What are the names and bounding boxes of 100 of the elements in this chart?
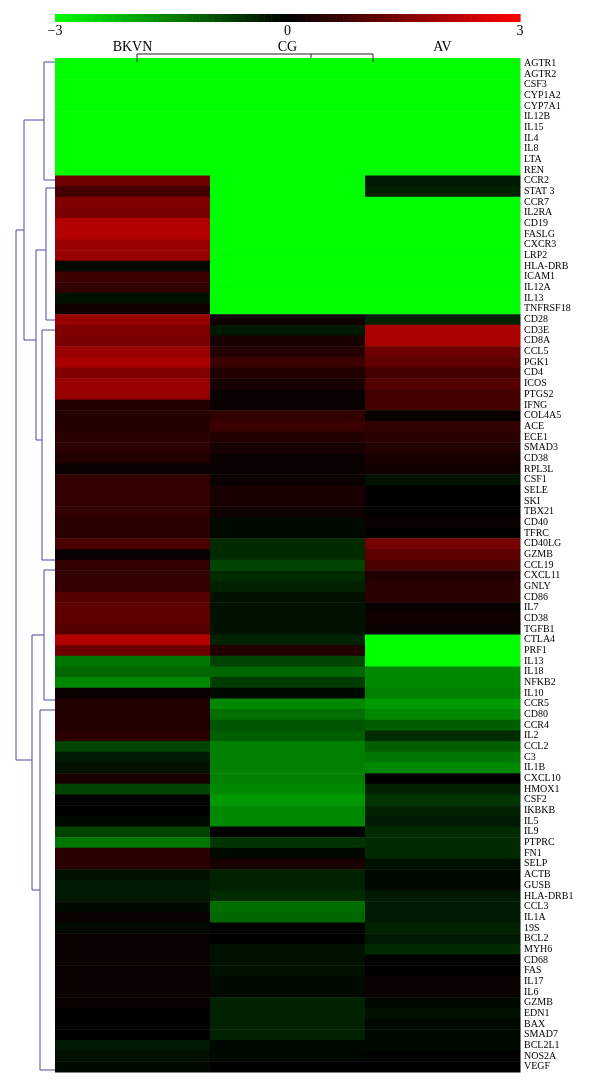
y-tick-label: CD86 <box>524 590 548 602</box>
y-tick-label: IL2 <box>524 729 539 741</box>
y-tick-label: TNFRSF18 <box>524 302 571 314</box>
color-bar-label: 0 <box>284 22 291 38</box>
y-tick-label: IL8 <box>524 142 539 154</box>
y-tick-label: FN1 <box>524 846 542 858</box>
y-tick-label: SMAD3 <box>524 441 558 453</box>
y-tick-label: LRP2 <box>524 249 548 261</box>
y-tick-label: CD28 <box>524 313 548 325</box>
y-tick-label: CYP1A2 <box>524 88 561 100</box>
y-tick-label: HLA-DRB1 <box>524 889 574 901</box>
y-tick-label: CCL3 <box>524 900 549 912</box>
y-tick-label: IL12B <box>524 110 551 122</box>
y-tick-label: IKBKB <box>524 804 556 816</box>
y-tick-label: NOS2A <box>524 1049 557 1061</box>
y-tick-label: CTLA4 <box>524 633 556 645</box>
y-tick-label: ACE <box>524 419 544 431</box>
y-tick-label: CD80 <box>524 708 548 720</box>
y-tick-label: GZMB <box>524 547 554 559</box>
y-tick-label: IL4 <box>524 131 539 143</box>
y-tick-label: CCR2 <box>524 174 550 186</box>
y-tick-label: IL9 <box>524 825 539 837</box>
y-tick-label: SKI <box>524 494 541 506</box>
y-tick-label: IL15 <box>524 121 544 132</box>
y-tick-label: IL10 <box>524 686 544 698</box>
y-tick-label: SELP <box>524 857 548 869</box>
y-tick-label: CD40 <box>524 515 548 527</box>
y-tick-label: AGTR2 <box>524 67 557 79</box>
y-tick-label: EDN1 <box>524 1006 550 1018</box>
y-tick-label: CD38 <box>524 611 548 623</box>
y-tick-label: SMAD7 <box>524 1028 558 1040</box>
y-tick-label: ICOS <box>524 377 547 389</box>
y-tick-label: PTPRC <box>524 836 555 848</box>
y-tick-label: IL1A <box>524 910 547 922</box>
y-tick-label: COL4A5 <box>524 409 562 421</box>
y-tick-label: TFRC <box>524 526 550 538</box>
y-tick-label: CD40LG <box>524 537 562 549</box>
y-tick-label: RPL3L <box>524 462 554 474</box>
y-tick-label: CXCL10 <box>524 772 561 784</box>
y-tick-label: HMOX1 <box>524 782 560 794</box>
y-tick-label: 19S <box>524 921 540 933</box>
y-tick-label: CSF2 <box>524 793 547 805</box>
y-tick-label: MYH6 <box>524 942 553 954</box>
y-tick-label: CSF1 <box>524 473 547 485</box>
y-tick-label: CD68 <box>524 953 548 965</box>
y-tick-label: BCL2 <box>524 932 549 944</box>
y-tick-label: IL2RA <box>524 206 554 218</box>
y-tick-label: CSF3 <box>524 78 547 90</box>
y-tick-label: CCR5 <box>524 697 550 709</box>
y-tick-label: FASLG <box>524 227 555 239</box>
y-tick-label: CXCR3 <box>524 238 557 250</box>
y-tick-label: BAX <box>524 1017 546 1029</box>
y-tick-label: GNLY <box>524 579 551 591</box>
color-bar-label: −3 <box>47 22 63 38</box>
y-tick-label: IL12A <box>524 281 552 293</box>
y-tick-label: HLA-DRB <box>524 259 569 271</box>
y-tick-label: ECE1 <box>524 430 548 442</box>
y-tick-label: FAS <box>524 964 542 976</box>
y-tick-label: NFKB2 <box>524 676 556 688</box>
y-tick-label: STAT 3 <box>524 185 555 197</box>
x-tick-label: AV <box>433 39 452 55</box>
y-tick-label: CCL5 <box>524 345 549 357</box>
y-tick-label: CD38 <box>524 451 548 463</box>
y-tick-label: IL13 <box>524 291 544 303</box>
y-tick-label: IL7 <box>524 601 539 613</box>
y-tick-label: PTGS2 <box>524 387 554 399</box>
y-tick-label: GUSB <box>524 878 551 890</box>
y-tick-label: CD4 <box>524 366 543 378</box>
y-tick-label: TGFB1 <box>524 622 555 634</box>
y-tick-label: LTA <box>524 153 543 165</box>
y-tick-label: CXCL11 <box>524 569 561 581</box>
y-tick-label: TBX21 <box>524 505 554 517</box>
y-tick-label: IL17 <box>524 974 544 986</box>
y-tick-label: CD8A <box>524 334 551 346</box>
y-tick-label: IL1B <box>524 761 546 773</box>
y-tick-label: CD19 <box>524 217 548 229</box>
y-tick-label: SELE <box>524 483 548 495</box>
y-tick-label: PRF1 <box>524 644 547 656</box>
y-tick-label: IFNG <box>524 398 548 410</box>
y-tick-label: REN <box>524 163 544 175</box>
y-tick-label: CCR4 <box>524 718 550 730</box>
y-tick-label: IL5 <box>524 814 539 826</box>
y-tick-label: IL6 <box>524 985 539 997</box>
y-tick-label: PGK1 <box>524 355 550 367</box>
color-bar-label: 3 <box>516 22 524 38</box>
x-tick-label: CG <box>277 39 298 55</box>
y-tick-label: CCR7 <box>524 195 550 207</box>
y-tick-label: GZMB <box>524 996 554 1008</box>
y-tick-label: CYP7A1 <box>524 99 561 111</box>
y-tick-label: VEGF <box>524 1060 551 1072</box>
y-tick-label: ACTB <box>524 868 551 880</box>
y-tick-label: AGTR1 <box>524 56 557 68</box>
y-tick-label: CCL2 <box>524 740 549 752</box>
y-tick-label: IL13 <box>524 654 544 666</box>
y-tick-label: CCL19 <box>524 558 554 570</box>
y-tick-label: C3 <box>524 750 536 762</box>
x-tick-label: BKVN <box>112 39 153 55</box>
y-tick-label: CD3E <box>524 323 549 335</box>
y-tick-label: IL18 <box>524 665 544 677</box>
y-tick-label: BCL2L1 <box>524 1038 560 1050</box>
